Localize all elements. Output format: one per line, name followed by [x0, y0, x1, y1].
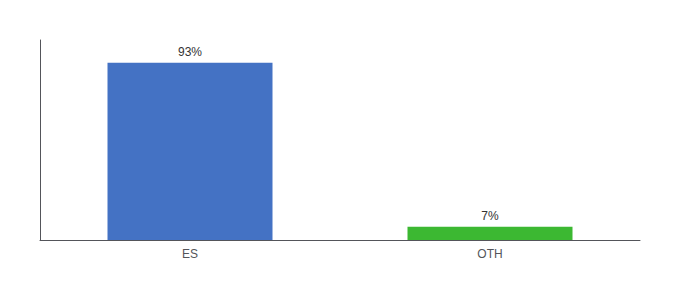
- svg-text:OTH: OTH: [477, 247, 502, 261]
- svg-text:ES: ES: [182, 247, 198, 261]
- svg-text:7%: 7%: [481, 209, 499, 223]
- svg-text:93%: 93%: [178, 45, 202, 59]
